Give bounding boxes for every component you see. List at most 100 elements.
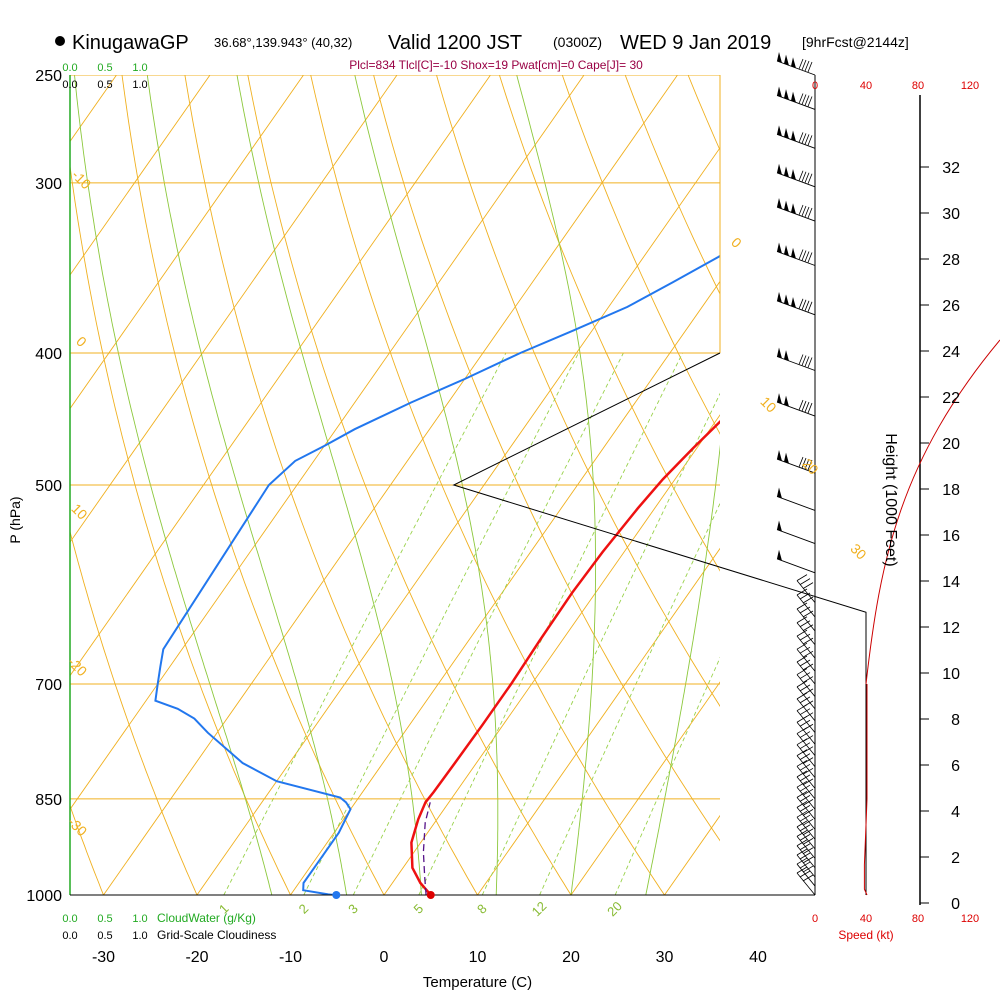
wind-barb-tick bbox=[799, 774, 811, 782]
wind-barb bbox=[796, 797, 816, 820]
temperature-tick-label: 40 bbox=[749, 949, 767, 966]
cloud-water-tick-top: 0.5 bbox=[97, 62, 112, 74]
wind-barb-tick bbox=[801, 171, 807, 182]
speed-tick-bottom: 80 bbox=[912, 913, 924, 925]
wind-barb bbox=[776, 172, 816, 188]
wind-barb-flag bbox=[791, 130, 796, 142]
wind-barb bbox=[796, 622, 816, 645]
wind-barb-tick bbox=[796, 738, 808, 746]
temperature-tick-label: 10 bbox=[469, 949, 487, 966]
wind-barb-flag bbox=[784, 54, 789, 66]
adiabat-label: -10 bbox=[69, 167, 95, 193]
sounding-series bbox=[154, 254, 720, 895]
wind-barb-tick bbox=[802, 712, 814, 720]
wind-barb-flag bbox=[784, 452, 789, 464]
wind-barb-flag bbox=[791, 247, 796, 259]
adiabat-label: 0 bbox=[73, 333, 90, 350]
surface-marker bbox=[426, 891, 435, 899]
dry-adiabat-line bbox=[247, 75, 572, 895]
wind-barb-tick bbox=[801, 59, 807, 71]
wind-barb-tick bbox=[807, 96, 813, 107]
wind-barb bbox=[796, 872, 816, 896]
wind-barb-tick bbox=[807, 459, 813, 471]
wind-barb-tick bbox=[804, 401, 810, 413]
boundary-line bbox=[452, 352, 867, 895]
dry-adiabat-line bbox=[373, 75, 720, 842]
temperature-line bbox=[410, 420, 720, 895]
wind-barb bbox=[776, 206, 816, 222]
height-tick-label: 24 bbox=[942, 344, 960, 361]
wind-barb bbox=[796, 744, 816, 767]
height-tick-label: 32 bbox=[942, 160, 960, 177]
mixing-ratio-line bbox=[223, 352, 507, 895]
station-coords: 36.68°,139.943° (40,32) bbox=[214, 35, 352, 50]
cloud-water-tick-top: 1.0 bbox=[132, 62, 147, 74]
adiabat-label: 30 bbox=[847, 540, 869, 562]
wind-barb-tick bbox=[799, 814, 811, 822]
wind-barb-tick bbox=[796, 655, 808, 663]
moist-adiabat-line bbox=[236, 75, 422, 895]
dry-adiabat-line bbox=[184, 75, 478, 895]
wind-barb-flag bbox=[784, 89, 789, 101]
isotherm-line bbox=[477, 547, 720, 895]
wind-barb bbox=[796, 721, 816, 745]
wind-barb bbox=[796, 766, 816, 789]
dry-adiabat-line bbox=[121, 75, 385, 895]
cloud-water-tick-top: 0.0 bbox=[62, 62, 77, 74]
adiabat-label: -20 bbox=[65, 654, 91, 680]
height-tick-label: 6 bbox=[951, 758, 960, 775]
wind-barb-tick bbox=[796, 642, 808, 650]
wind-barb-tick bbox=[802, 624, 814, 632]
speed-tick-bottom: 120 bbox=[961, 913, 979, 925]
moist-adiabat-line bbox=[721, 75, 908, 895]
wind-barb-flag bbox=[777, 198, 782, 210]
cloudiness-label: Grid-Scale Cloudiness bbox=[157, 928, 276, 942]
height-tick-label: 0 bbox=[951, 896, 960, 913]
wind-barb-tick bbox=[799, 696, 811, 704]
wind-barb-tick bbox=[799, 753, 811, 760]
moist-adiabat-line bbox=[516, 75, 597, 895]
wind-barb-tick bbox=[796, 588, 808, 596]
wind-barb-tick bbox=[802, 809, 814, 816]
height-tick-label: 12 bbox=[942, 620, 960, 637]
wind-barb-tick bbox=[801, 250, 807, 261]
wind-barb-tick bbox=[798, 249, 804, 260]
wind-barb-flag bbox=[777, 163, 782, 175]
adiabat-label: 0 bbox=[728, 234, 745, 251]
speed-tick-bottom: 0 bbox=[812, 913, 818, 925]
cloud-water-tick-bottom: 0.5 bbox=[97, 913, 112, 925]
wind-barb-tick bbox=[798, 93, 804, 104]
wind-barb bbox=[776, 458, 816, 474]
temperature-tick-label: 0 bbox=[380, 949, 389, 966]
wind-barb-tick bbox=[799, 834, 811, 841]
wind-barb-flag bbox=[777, 520, 782, 532]
wind-barb-tick bbox=[796, 616, 808, 624]
wind-barb-tick bbox=[802, 735, 814, 742]
temperature-tick-label: 30 bbox=[656, 949, 674, 966]
wind-barb bbox=[776, 356, 816, 371]
wind-barb-tick bbox=[796, 680, 808, 688]
mixing-ratio-label: 20 bbox=[604, 898, 625, 919]
wind-barb-flag bbox=[784, 350, 789, 362]
wind-barb-tick bbox=[799, 805, 811, 812]
height-tick-label: 4 bbox=[951, 804, 960, 821]
speed-tick-top: 0 bbox=[812, 80, 818, 92]
wind-barb-tick bbox=[799, 824, 811, 832]
dry-adiabat-line bbox=[561, 75, 720, 435]
dry-adiabat-line bbox=[70, 804, 104, 895]
wind-barb-flag bbox=[777, 450, 782, 462]
wind-barb-tick bbox=[799, 620, 811, 628]
wind-barb-tick bbox=[801, 94, 807, 105]
temperature-tick-label: 20 bbox=[562, 949, 580, 966]
dry-adiabat-line bbox=[498, 75, 720, 572]
wind-barb-tick bbox=[796, 791, 808, 798]
wind-barb-tick bbox=[802, 828, 814, 836]
wind-barb-tick bbox=[802, 799, 814, 806]
wind-barb-tick bbox=[799, 659, 811, 667]
wind-barb-flag bbox=[777, 393, 782, 405]
wind-barb-tick bbox=[801, 457, 807, 469]
wind-barb bbox=[796, 816, 816, 840]
wind-barb-tick bbox=[802, 650, 814, 658]
wind-barb-flag bbox=[777, 125, 782, 137]
height-tick-label: 22 bbox=[942, 390, 960, 407]
